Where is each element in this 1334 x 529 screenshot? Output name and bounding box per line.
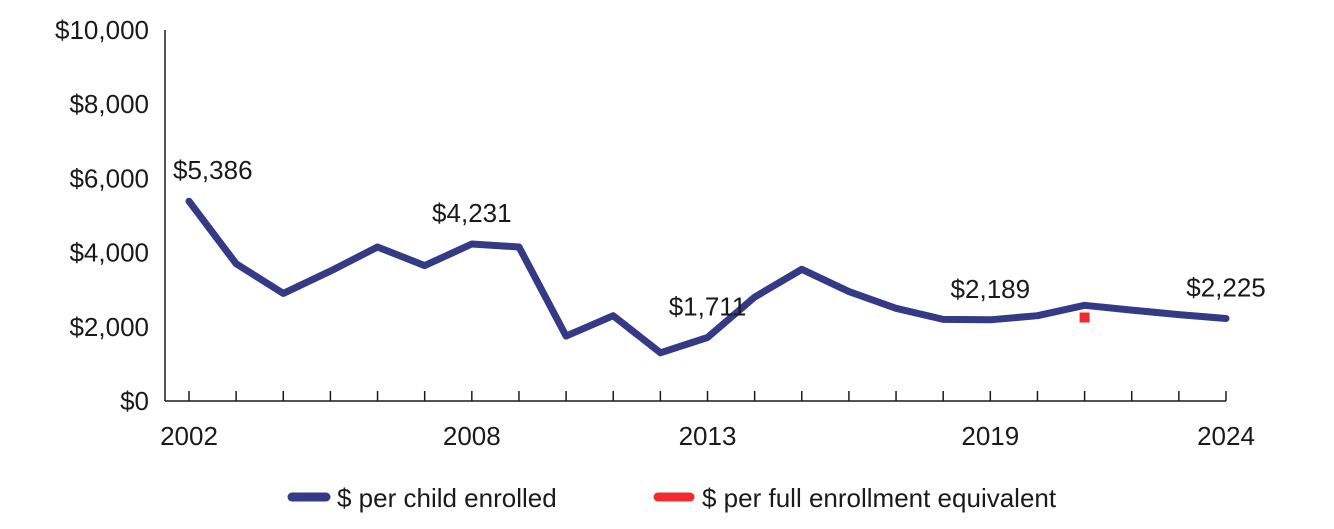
y-tick-label: $2,000 [69,312,149,342]
x-tick-label: 2008 [443,421,501,451]
legend: $ per child enrolled $ per full enrollme… [287,483,1057,513]
x-tick-label: 2002 [160,421,218,451]
annotation-layer: $5,386 $4,231 $1,711 $2,189 $2,225 [173,155,1266,321]
x-tick-label: 2013 [679,421,737,451]
data-label: $2,225 [1186,272,1266,302]
data-label: $2,189 [951,274,1031,304]
x-tick-label: 2019 [961,421,1019,451]
x-axis: 2002 2008 2013 2019 2024 [160,391,1255,451]
legend-label-per-child: $ per child enrolled [337,483,557,513]
series-line-per-child [185,197,1230,357]
data-label: $5,386 [173,155,253,185]
y-tick-label: $10,000 [55,15,149,45]
x-tick-label: 2024 [1197,421,1255,451]
data-label: $4,231 [432,198,512,228]
legend-label-per-fte: $ per full enrollment equivalent [702,483,1057,513]
y-tick-label: $0 [120,386,149,416]
data-label: $1,711 [669,292,747,322]
y-tick-label: $8,000 [69,89,149,119]
series-layer [185,197,1230,357]
series-marker-per-fte [1079,312,1090,323]
y-tick-label: $6,000 [69,163,149,193]
y-tick-label: $4,000 [69,238,149,268]
y-axis: $0 $2,000 $4,000 $6,000 $8,000 $10,000 [55,15,166,416]
